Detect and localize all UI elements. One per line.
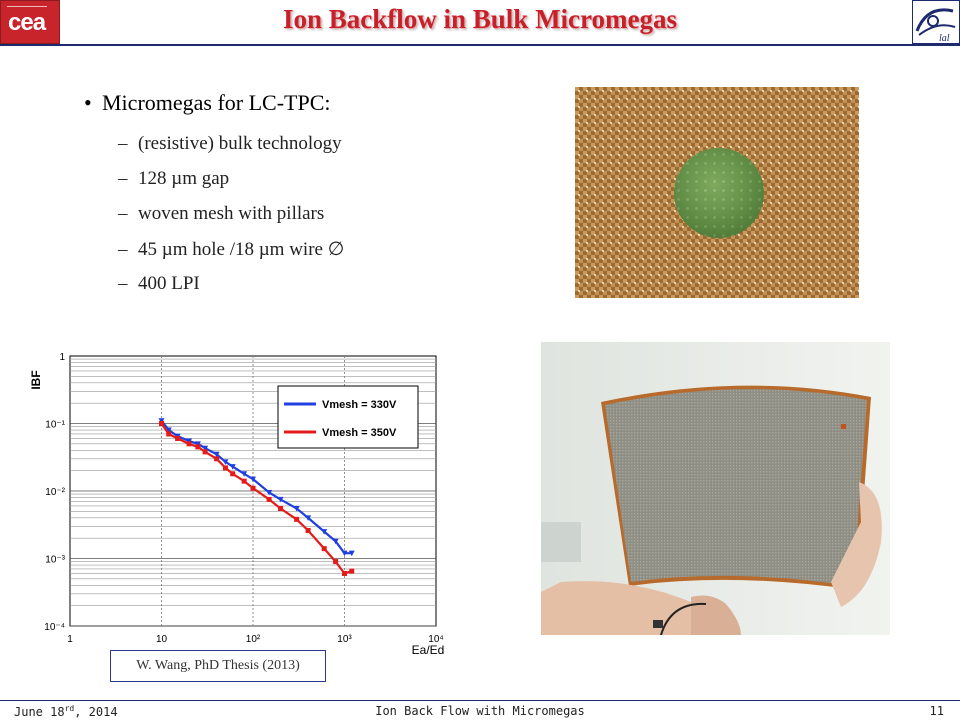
chart-caption: W. Wang, PhD Thesis (2013) — [110, 650, 326, 682]
y-tick-label: 10⁻² — [45, 487, 65, 498]
data-point — [266, 490, 273, 496]
data-point — [349, 568, 355, 574]
data-point — [250, 485, 256, 491]
ibf-chart-svg: 1 10 10² 10³ 10⁴ 10⁻⁴ 10⁻³ 10⁻² 10⁻¹ 1 IBF Ea/Ed Vme… — [29, 352, 445, 657]
y-tick-label: 10⁻³ — [45, 555, 65, 566]
page-number: 11 — [929, 704, 944, 718]
y-tick-label: 10⁻⁴ — [44, 622, 65, 633]
x-tick-label: 10² — [246, 634, 261, 645]
x-axis-label: Ea/Ed — [412, 643, 445, 657]
data-point — [202, 449, 208, 455]
sub-bullet-text: 45 µm hole /18 µm wire ∅ — [138, 239, 345, 260]
data-point — [305, 515, 312, 521]
legend-box — [277, 385, 419, 449]
y-tick-label: 1 — [59, 352, 65, 363]
data-point — [293, 506, 300, 512]
slide-title: Ion Backflow in Bulk Micromegas — [282, 4, 678, 34]
sub-bullet: – woven mesh with pillars — [118, 203, 325, 224]
data-point — [186, 441, 192, 447]
y-axis-label: IBF — [29, 370, 43, 389]
data-point — [230, 471, 236, 477]
legend-label: Vmesh = 350V — [322, 427, 397, 439]
data-point — [159, 421, 164, 426]
sub-bullet: –128 µm gap — [118, 168, 230, 189]
header-rule — [0, 44, 960, 46]
y-tick-label: 10⁻¹ — [45, 420, 65, 431]
data-point — [241, 478, 247, 484]
x-tick-label: 1 — [67, 634, 73, 645]
sub-bullet-text: 128 µm gap — [138, 168, 230, 189]
mesh-photo — [575, 87, 859, 298]
data-point — [241, 471, 248, 477]
x-tick-label: 10⁴ — [428, 634, 443, 645]
data-point — [250, 476, 256, 483]
data-point — [348, 550, 355, 557]
data-point — [158, 418, 165, 424]
data-point — [214, 456, 220, 462]
footer-date-main: June 18 — [14, 705, 65, 719]
data-point — [294, 516, 300, 522]
bullet-dot: • — [84, 90, 92, 115]
sub-bullet: –400 LPI — [118, 273, 200, 294]
mesh-photo-image — [575, 87, 859, 298]
board-photo — [541, 342, 890, 635]
sub-bullet: –45 µm hole /18 µm wire ∅ — [118, 239, 345, 260]
logo-decoration — [7, 6, 47, 7]
sub-bullet-text: 400 LPI — [138, 273, 200, 294]
cea-logo-text: cea — [8, 9, 46, 36]
legend-label: Vmesh = 330V — [322, 399, 397, 411]
x-tick-label: 10 — [156, 634, 168, 645]
data-point — [222, 465, 228, 471]
data-point — [202, 445, 209, 452]
data-point — [266, 496, 272, 502]
data-point — [277, 496, 284, 503]
data-point — [321, 529, 328, 535]
data-point — [333, 559, 339, 565]
data-point — [165, 427, 172, 434]
bullet-main-text: Micromegas for LC-TPC: — [102, 90, 331, 115]
data-point — [332, 538, 339, 545]
x-tick-label: 10³ — [337, 634, 352, 645]
data-point — [166, 431, 172, 437]
footer-rule — [0, 700, 960, 701]
lal-logo-icon: lal — [915, 8, 956, 44]
data-point — [342, 570, 347, 576]
data-point — [341, 550, 348, 557]
data-point — [186, 438, 193, 445]
footer-date: June 18rd, 2014 — [14, 704, 118, 719]
lal-logo: lal — [912, 0, 960, 44]
data-point — [195, 444, 201, 450]
sub-bullet: – (resistive) bulk technology — [118, 133, 342, 154]
lal-logo-text: lal — [939, 33, 950, 43]
footer-date-year: , 2014 — [74, 705, 118, 719]
sub-bullet-text: woven mesh with pillars — [138, 203, 325, 224]
data-point — [213, 451, 220, 458]
data-point — [305, 527, 311, 533]
data-point — [278, 506, 284, 512]
data-point — [222, 459, 229, 465]
board-photo-image — [541, 342, 890, 635]
data-point — [321, 546, 327, 552]
data-point — [194, 441, 201, 447]
data-point — [175, 435, 181, 441]
ibf-chart: 1 10 10² 10³ 10⁴ 10⁻⁴ 10⁻³ 10⁻² 10⁻¹ 1 IBF Ea/Ed Vme… — [26, 348, 456, 658]
data-point — [229, 464, 236, 470]
sub-bullet-text: (resistive) bulk technology — [138, 133, 342, 154]
cea-logo: cea — [0, 0, 60, 44]
footer-date-suffix: rd — [64, 704, 75, 713]
bullet-main: • Micromegas for LC-TPC: — [84, 90, 331, 116]
footer-title: Ion Back Flow with Micromegas — [375, 704, 585, 718]
